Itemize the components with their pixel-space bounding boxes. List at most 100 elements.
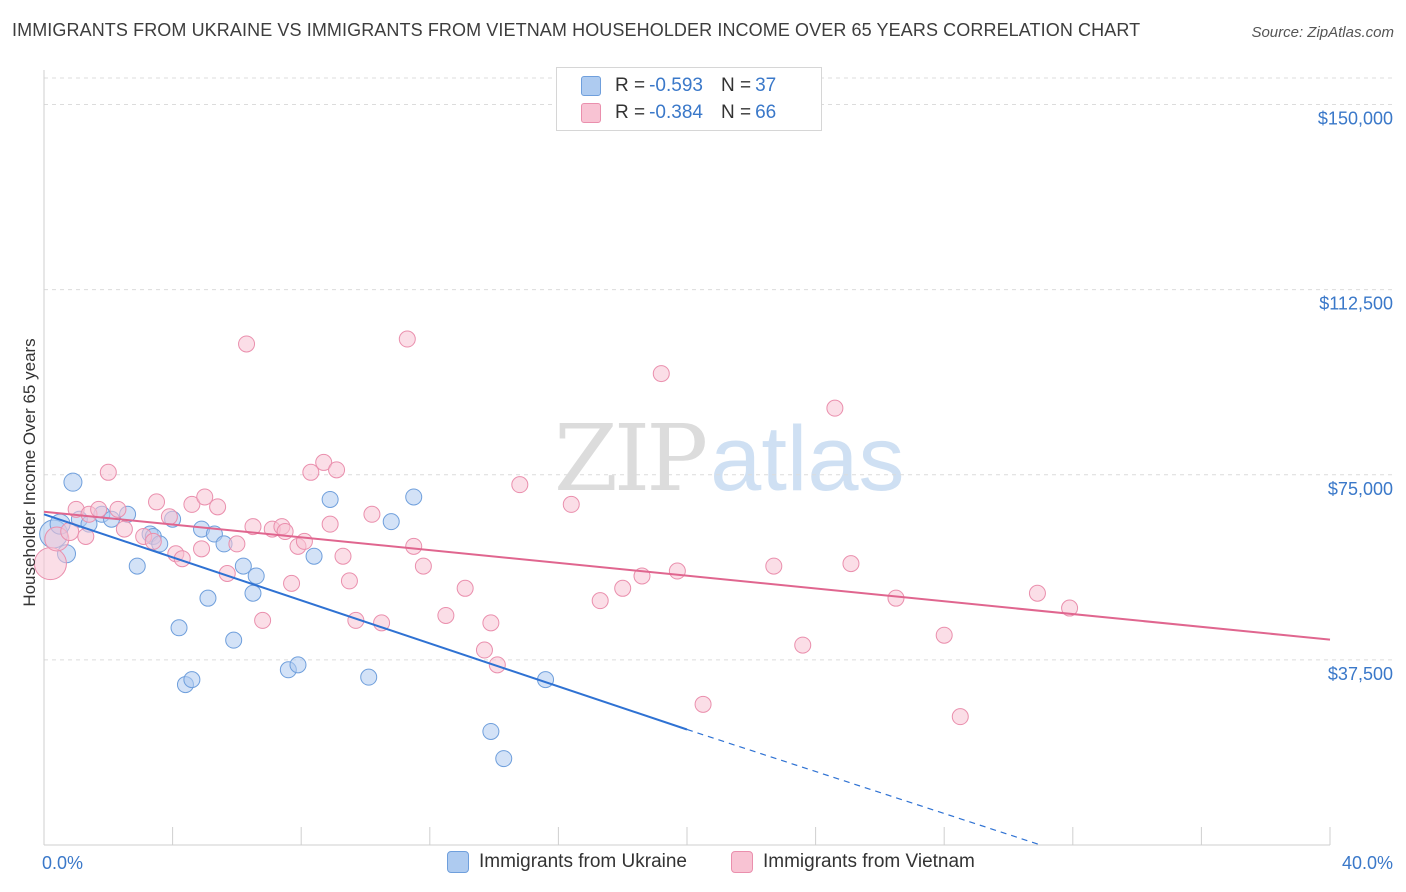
legend-swatch-vietnam bbox=[581, 103, 601, 123]
watermark-atlas: atlas bbox=[710, 408, 905, 510]
data-point bbox=[90, 500, 108, 518]
data-point bbox=[482, 614, 500, 632]
data-point bbox=[321, 515, 339, 533]
data-point bbox=[183, 495, 201, 513]
data-point bbox=[887, 589, 905, 607]
source-label[interactable]: Source: ZipAtlas.com bbox=[1251, 24, 1394, 41]
data-point bbox=[209, 498, 227, 516]
bottom-legend-vietnam[interactable]: Immigrants from Vietnam bbox=[731, 851, 975, 873]
data-point bbox=[228, 535, 246, 553]
data-point bbox=[289, 656, 307, 674]
data-point bbox=[196, 488, 214, 506]
data-point bbox=[456, 579, 474, 597]
data-point bbox=[340, 572, 358, 590]
chart-title: IMMIGRANTS FROM UKRAINE VS IMMIGRANTS FR… bbox=[12, 20, 1141, 40]
bottom-legend-swatch-vietnam bbox=[731, 851, 753, 873]
trend-line-extension bbox=[686, 728, 1041, 846]
legend-row-vietnam: R = -0.384 N = 66 bbox=[581, 101, 776, 125]
y-tick-label: $150,000 bbox=[1318, 109, 1393, 129]
legend-r-label: R = bbox=[615, 75, 646, 96]
data-point bbox=[321, 490, 339, 508]
data-point bbox=[668, 562, 686, 580]
legend-n-label: N = bbox=[720, 102, 752, 123]
data-point bbox=[826, 399, 844, 417]
y-axis-label: Householder Income Over 65 years bbox=[20, 338, 39, 606]
bottom-legend-label-vietnam: Immigrants from Vietnam bbox=[763, 851, 975, 872]
data-point bbox=[488, 656, 506, 674]
data-point bbox=[302, 463, 320, 481]
data-point bbox=[951, 708, 969, 726]
data-point bbox=[591, 592, 609, 610]
bottom-legend-ukraine[interactable]: Immigrants from Ukraine bbox=[447, 851, 687, 873]
data-points bbox=[33, 330, 1079, 768]
data-point bbox=[283, 574, 301, 592]
data-point bbox=[148, 493, 166, 511]
legend-r-value: -0.593 bbox=[649, 75, 703, 96]
x-tick-label: 40.0% bbox=[1342, 853, 1393, 873]
axis-labels: $37,500 $75,000 $112,500 $150,000 0.0% 40.0% H… bbox=[20, 109, 1393, 873]
legend-n-value: 66 bbox=[755, 102, 777, 123]
data-point bbox=[334, 547, 352, 565]
data-point bbox=[305, 547, 323, 565]
data-point bbox=[254, 611, 272, 629]
data-point bbox=[652, 365, 670, 383]
data-point bbox=[160, 508, 178, 526]
legend-r-label: R = bbox=[615, 102, 646, 123]
data-point bbox=[99, 463, 117, 481]
bottom-legend-label-ukraine: Immigrants from Ukraine bbox=[479, 851, 687, 872]
stats-legend: R = -0.593 N = 37 R = -0.384 N = 66 bbox=[556, 67, 822, 131]
legend-r-value: -0.384 bbox=[649, 102, 703, 123]
legend-swatch-ukraine bbox=[581, 76, 601, 96]
data-point bbox=[414, 557, 432, 575]
y-tick-label: $112,500 bbox=[1319, 294, 1393, 314]
data-point bbox=[234, 557, 252, 575]
data-point bbox=[405, 537, 423, 555]
data-point bbox=[238, 335, 256, 353]
trend-lines bbox=[43, 510, 1331, 846]
data-point bbox=[170, 619, 188, 637]
data-point bbox=[405, 488, 423, 506]
bottom-legend-swatch-ukraine bbox=[447, 851, 469, 873]
data-point bbox=[144, 532, 162, 550]
y-tick-label: $75,000 bbox=[1328, 479, 1393, 499]
data-point bbox=[295, 532, 313, 550]
watermark: ZIPatlas bbox=[554, 405, 905, 512]
data-point bbox=[495, 750, 513, 768]
data-point bbox=[398, 330, 416, 348]
data-point bbox=[109, 500, 127, 518]
data-point bbox=[511, 476, 529, 494]
x-tick-label: 0.0% bbox=[42, 853, 83, 873]
data-point bbox=[1061, 599, 1079, 617]
legend-n-label: N = bbox=[720, 75, 752, 96]
data-point bbox=[437, 606, 455, 624]
data-point bbox=[482, 722, 500, 740]
data-point bbox=[225, 631, 243, 649]
data-point bbox=[363, 505, 381, 523]
data-point bbox=[360, 668, 378, 686]
data-point bbox=[63, 472, 83, 492]
data-point bbox=[128, 557, 146, 575]
data-point bbox=[842, 555, 860, 573]
data-point bbox=[183, 671, 201, 689]
trend-line bbox=[43, 513, 688, 731]
data-point bbox=[765, 557, 783, 575]
data-point bbox=[328, 461, 346, 479]
watermark-zip: ZIP bbox=[554, 405, 708, 512]
data-point bbox=[199, 589, 217, 607]
data-point bbox=[193, 540, 211, 558]
data-point bbox=[1028, 584, 1046, 602]
data-point bbox=[694, 695, 712, 713]
data-point bbox=[33, 547, 67, 581]
data-point bbox=[115, 520, 133, 538]
legend-row-ukraine: R = -0.593 N = 37 bbox=[581, 74, 776, 98]
data-point bbox=[935, 626, 953, 644]
data-point bbox=[475, 641, 493, 659]
data-point bbox=[794, 636, 812, 654]
data-point bbox=[614, 579, 632, 597]
data-point bbox=[247, 567, 265, 585]
legend-n-value: 37 bbox=[755, 75, 777, 96]
data-point bbox=[315, 453, 333, 471]
data-point bbox=[244, 584, 262, 602]
trend-line bbox=[43, 510, 1331, 641]
